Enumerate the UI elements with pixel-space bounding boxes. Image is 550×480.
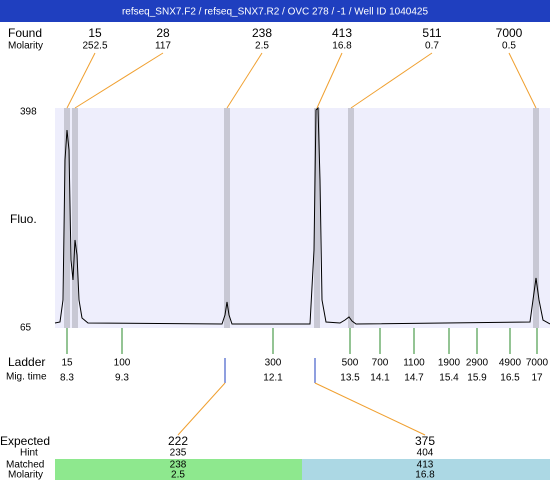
connector: [66, 52, 96, 109]
connector: [314, 382, 426, 436]
found-size: 7000: [496, 26, 523, 40]
peak-band: [72, 108, 78, 328]
mig-time: 13.5: [340, 373, 360, 384]
matched: 413: [417, 460, 434, 471]
found-molarity: 252.5: [82, 41, 107, 52]
mig-time: 14.1: [370, 373, 390, 384]
mig-time: 8.3: [60, 373, 74, 384]
molarity-label: Molarity: [8, 470, 43, 480]
ladder-size: 1900: [438, 358, 461, 369]
matched-label: Matched: [6, 460, 44, 471]
axis-min: 65: [20, 323, 32, 334]
found-size: 413: [332, 26, 352, 40]
ladder-label: Ladder: [8, 355, 45, 369]
mig-time: 16.5: [500, 373, 520, 384]
mig-time: 14.7: [404, 373, 424, 384]
found-molarity: 0.7: [425, 41, 439, 52]
expected-molarity: 2.5: [171, 470, 185, 480]
ladder-size: 7000: [526, 358, 549, 369]
found-molarity: 16.8: [332, 41, 352, 52]
mig-time-label: Mig. time: [6, 372, 47, 383]
peak-band: [224, 108, 230, 328]
ladder-size: 1100: [403, 358, 425, 369]
axis-max: 398: [20, 107, 37, 118]
matched-bar: [302, 459, 550, 480]
connector: [508, 52, 537, 109]
ladder-size: 700: [372, 358, 389, 369]
title-bar: [0, 0, 550, 22]
ladder-size: 500: [342, 358, 359, 369]
found-size: 28: [156, 26, 170, 40]
found-molarity: 117: [155, 41, 171, 52]
ladder-size: 100: [114, 358, 131, 369]
trace: [54, 106, 550, 325]
ladder-size: 4900: [499, 358, 522, 369]
ladder-size: 15: [61, 358, 73, 369]
matched: 238: [170, 460, 187, 471]
connector: [316, 52, 343, 109]
expected-molarity: 16.8: [415, 470, 435, 480]
mig-time: 12.1: [263, 373, 283, 384]
peak-band: [64, 108, 70, 328]
expected-label: Expected: [0, 434, 50, 448]
hint: 235: [170, 448, 187, 459]
mig-time: 15.4: [439, 373, 459, 384]
connector: [350, 52, 433, 109]
found-size: 511: [422, 26, 441, 40]
peak-band: [533, 108, 539, 328]
ladder-size: 2900: [466, 358, 489, 369]
mig-time: 9.3: [115, 373, 129, 384]
expected-size: 375: [415, 434, 435, 448]
mig-time: 17: [531, 373, 543, 384]
found-label: Found: [8, 26, 42, 40]
peak-band: [314, 108, 320, 328]
hint: 404: [417, 448, 434, 459]
title: refseq_SNX7.F2 / refseq_SNX7.R2 / OVC 27…: [122, 7, 429, 18]
ladder-size: 300: [265, 358, 282, 369]
axis-label: Fluo.: [10, 212, 37, 226]
found-size: 238: [252, 26, 272, 40]
found-molarity: 2.5: [255, 41, 269, 52]
plot-area: [55, 108, 550, 328]
mig-time: 15.9: [467, 373, 487, 384]
connector: [226, 52, 263, 109]
found-molarity: 0.5: [502, 41, 516, 52]
molarity-label: Molarity: [8, 41, 43, 52]
found-size: 15: [88, 26, 102, 40]
peak-band: [348, 108, 354, 328]
matched-bar: [55, 459, 302, 480]
hint-label: Hint: [20, 448, 38, 459]
connector: [74, 52, 164, 109]
connector: [177, 382, 226, 436]
expected-size: 222: [168, 434, 188, 448]
